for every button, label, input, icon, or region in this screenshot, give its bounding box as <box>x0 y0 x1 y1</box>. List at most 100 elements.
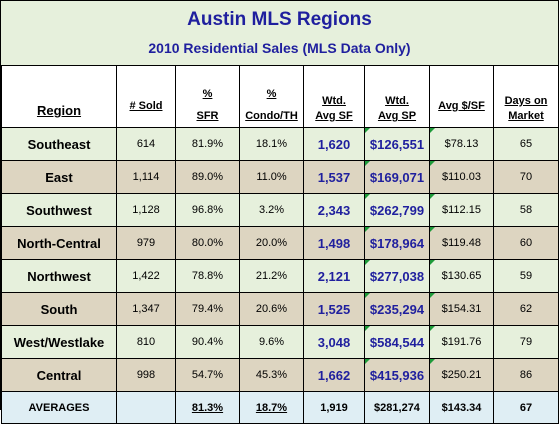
cell-days-on-market[interactable]: 86 <box>493 358 559 392</box>
header-wtd-avg-sf[interactable]: Wtd. Avg SF <box>303 65 365 128</box>
cell-sfr[interactable]: 80.0% <box>175 226 240 260</box>
cell-days-on-market[interactable]: 62 <box>493 292 559 326</box>
cell-wtd-avg-sp[interactable]: $584,544 <box>364 325 430 359</box>
cell-wtd-avg-sf[interactable]: 1,525 <box>303 292 365 326</box>
cell-region[interactable]: West/Westlake <box>1 325 117 359</box>
cell-sfr[interactable]: 90.4% <box>175 325 240 359</box>
cell-region[interactable]: Northwest <box>1 259 117 293</box>
header-condo-symbol: % <box>266 88 277 100</box>
cell-condo[interactable]: 20.0% <box>239 226 304 260</box>
cell-avg-price-per-sf[interactable]: $191.76 <box>429 325 494 359</box>
cell-sold[interactable]: 1,347 <box>116 292 176 326</box>
averages-wtd-avg-sp[interactable]: $281,274 <box>364 391 430 424</box>
averages-avg-price-per-sf[interactable]: $143.34 <box>429 391 494 424</box>
header-condo[interactable]: % Condo/TH <box>239 65 304 128</box>
cell-condo[interactable]: 11.0% <box>239 160 304 194</box>
averages-row: AVERAGES 81.3% 18.7% 1,919 $281,274 $143… <box>1 391 559 424</box>
table-body: Southeast 614 81.9% 18.1% 1,620 $126,551… <box>1 127 559 392</box>
regions-table: Region # Sold % SFR % Condo/TH Wtd. Avg … <box>1 65 559 424</box>
cell-wtd-avg-sp[interactable]: $235,294 <box>364 292 430 326</box>
cell-region[interactable]: Southwest <box>1 193 117 227</box>
title-block: Austin MLS Regions 2010 Residential Sale… <box>1 1 558 65</box>
cell-region[interactable]: North-Central <box>1 226 117 260</box>
page-subtitle: 2010 Residential Sales (MLS Data Only) <box>148 40 411 56</box>
cell-sold[interactable]: 614 <box>116 127 176 161</box>
averages-sold[interactable] <box>116 391 176 424</box>
cell-sold[interactable]: 810 <box>116 325 176 359</box>
cell-sold[interactable]: 998 <box>116 358 176 392</box>
header-dom-line2: Market <box>508 110 544 122</box>
cell-region[interactable]: Central <box>1 358 117 392</box>
cell-sold[interactable]: 1,128 <box>116 193 176 227</box>
header-region[interactable]: Region <box>1 65 117 128</box>
table-row: Southwest 1,128 96.8% 3.2% 2,343 $262,79… <box>1 193 559 227</box>
cell-wtd-avg-sp[interactable]: $178,964 <box>364 226 430 260</box>
header-sfr-symbol: % <box>202 88 213 100</box>
cell-region[interactable]: East <box>1 160 117 194</box>
header-wtd-sf-line1: Wtd. <box>322 95 346 107</box>
table-row: Central 998 54.7% 45.3% 1,662 $415,936 $… <box>1 358 559 392</box>
cell-avg-price-per-sf[interactable]: $78.13 <box>429 127 494 161</box>
averages-days-on-market[interactable]: 67 <box>493 391 559 424</box>
table-row: West/Westlake 810 90.4% 9.6% 3,048 $584,… <box>1 325 559 359</box>
cell-sfr[interactable]: 96.8% <box>175 193 240 227</box>
cell-sfr[interactable]: 81.9% <box>175 127 240 161</box>
header-wtd-sf-line2: Avg SF <box>315 110 353 122</box>
cell-wtd-avg-sf[interactable]: 2,121 <box>303 259 365 293</box>
table-row: East 1,114 89.0% 11.0% 1,537 $169,071 $1… <box>1 160 559 194</box>
cell-sfr[interactable]: 54.7% <box>175 358 240 392</box>
header-dom-line1: Days on <box>504 95 548 107</box>
header-wtd-sp-line2: Avg SP <box>377 110 417 122</box>
cell-region[interactable]: Southeast <box>1 127 117 161</box>
cell-avg-price-per-sf[interactable]: $112.15 <box>429 193 494 227</box>
cell-wtd-avg-sf[interactable]: 2,343 <box>303 193 365 227</box>
cell-sold[interactable]: 1,114 <box>116 160 176 194</box>
averages-wtd-avg-sf[interactable]: 1,919 <box>303 391 365 424</box>
cell-wtd-avg-sp[interactable]: $277,038 <box>364 259 430 293</box>
cell-avg-price-per-sf[interactable]: $110.03 <box>429 160 494 194</box>
cell-sfr[interactable]: 89.0% <box>175 160 240 194</box>
cell-wtd-avg-sp[interactable]: $262,799 <box>364 193 430 227</box>
cell-wtd-avg-sp[interactable]: $415,936 <box>364 358 430 392</box>
cell-days-on-market[interactable]: 59 <box>493 259 559 293</box>
cell-avg-price-per-sf[interactable]: $154.31 <box>429 292 494 326</box>
cell-avg-price-per-sf[interactable]: $250.21 <box>429 358 494 392</box>
header-avg-price-per-sf[interactable]: Avg $/SF <box>429 65 494 128</box>
averages-condo[interactable]: 18.7% <box>239 391 304 424</box>
cell-wtd-avg-sp[interactable]: $126,551 <box>364 127 430 161</box>
table-row: North-Central 979 80.0% 20.0% 1,498 $178… <box>1 226 559 260</box>
header-sfr-label: SFR <box>196 110 219 122</box>
cell-days-on-market[interactable]: 58 <box>493 193 559 227</box>
cell-wtd-avg-sp[interactable]: $169,071 <box>364 160 430 194</box>
cell-condo[interactable]: 21.2% <box>239 259 304 293</box>
cell-avg-price-per-sf[interactable]: $119.48 <box>429 226 494 260</box>
cell-wtd-avg-sf[interactable]: 3,048 <box>303 325 365 359</box>
header-row: Region # Sold % SFR % Condo/TH Wtd. Avg … <box>1 65 559 128</box>
cell-wtd-avg-sf[interactable]: 1,662 <box>303 358 365 392</box>
averages-label[interactable]: AVERAGES <box>1 391 117 424</box>
cell-wtd-avg-sf[interactable]: 1,498 <box>303 226 365 260</box>
cell-condo[interactable]: 3.2% <box>239 193 304 227</box>
header-condo-label: Condo/TH <box>245 110 298 122</box>
header-sfr[interactable]: % SFR <box>175 65 240 128</box>
cell-days-on-market[interactable]: 60 <box>493 226 559 260</box>
header-sold[interactable]: # Sold <box>116 65 176 128</box>
cell-days-on-market[interactable]: 70 <box>493 160 559 194</box>
cell-condo[interactable]: 18.1% <box>239 127 304 161</box>
cell-region[interactable]: South <box>1 292 117 326</box>
cell-sold[interactable]: 979 <box>116 226 176 260</box>
cell-sold[interactable]: 1,422 <box>116 259 176 293</box>
cell-avg-price-per-sf[interactable]: $130.65 <box>429 259 494 293</box>
cell-sfr[interactable]: 79.4% <box>175 292 240 326</box>
header-days-on-market[interactable]: Days on Market <box>493 65 559 128</box>
cell-days-on-market[interactable]: 65 <box>493 127 559 161</box>
cell-days-on-market[interactable]: 79 <box>493 325 559 359</box>
header-wtd-avg-sp[interactable]: Wtd. Avg SP <box>364 65 430 128</box>
cell-wtd-avg-sf[interactable]: 1,620 <box>303 127 365 161</box>
cell-wtd-avg-sf[interactable]: 1,537 <box>303 160 365 194</box>
cell-condo[interactable]: 20.6% <box>239 292 304 326</box>
averages-sfr[interactable]: 81.3% <box>175 391 240 424</box>
cell-condo[interactable]: 45.3% <box>239 358 304 392</box>
cell-sfr[interactable]: 78.8% <box>175 259 240 293</box>
cell-condo[interactable]: 9.6% <box>239 325 304 359</box>
